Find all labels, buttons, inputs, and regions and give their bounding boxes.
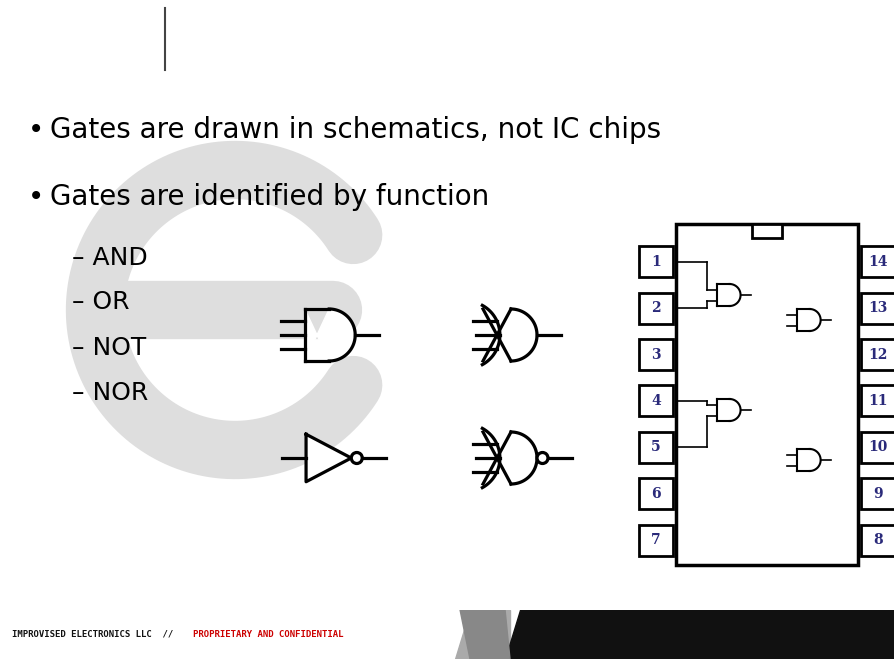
Polygon shape: [797, 309, 821, 331]
Text: PROPRIETARY AND CONFIDENTIAL: PROPRIETARY AND CONFIDENTIAL: [193, 630, 343, 639]
Text: 10: 10: [868, 440, 888, 454]
Text: 9: 9: [873, 486, 882, 501]
Text: •: •: [28, 116, 44, 144]
Text: improvised: improvised: [50, 26, 128, 38]
Text: Gates are drawn in schematics, not IC chips: Gates are drawn in schematics, not IC ch…: [50, 116, 662, 144]
Text: Ė: Ė: [18, 21, 37, 49]
Text: 1: 1: [651, 255, 661, 269]
Text: 4: 4: [651, 394, 661, 408]
Bar: [639, 339, 673, 370]
Text: 2: 2: [651, 301, 661, 316]
Bar: [861, 339, 894, 370]
Bar: [861, 246, 894, 277]
Bar: [861, 386, 894, 416]
Text: 11: 11: [868, 394, 888, 408]
Text: 14: 14: [868, 255, 888, 269]
Text: – OR: – OR: [72, 290, 130, 314]
Text: 13: 13: [868, 301, 888, 316]
Bar: [639, 525, 673, 556]
Text: •: •: [28, 183, 44, 211]
Text: LOGIC GATES: LOGIC GATES: [187, 22, 409, 55]
Polygon shape: [797, 449, 821, 471]
Text: – NOR: – NOR: [72, 381, 148, 405]
Polygon shape: [505, 610, 894, 659]
Bar: [639, 246, 673, 277]
Text: 3: 3: [651, 348, 661, 362]
Polygon shape: [717, 284, 740, 306]
Text: 6: 6: [651, 486, 661, 501]
Text: 12: 12: [868, 348, 888, 362]
Polygon shape: [717, 399, 740, 421]
Polygon shape: [455, 610, 510, 659]
Polygon shape: [305, 309, 355, 361]
Polygon shape: [306, 434, 351, 482]
Bar: [639, 478, 673, 509]
Bar: [639, 293, 673, 324]
Text: IMPROVISED ELECTRONICS LLC  //: IMPROVISED ELECTRONICS LLC //: [12, 630, 184, 639]
Circle shape: [538, 453, 547, 463]
Polygon shape: [460, 610, 510, 659]
Polygon shape: [483, 428, 537, 488]
Bar: [639, 386, 673, 416]
Text: ─────── ELECTRONICS: ─────── ELECTRONICS: [50, 40, 131, 46]
Bar: [861, 432, 894, 463]
Circle shape: [352, 453, 361, 463]
Text: Gates are identified by function: Gates are identified by function: [50, 183, 489, 211]
Bar: [752, 224, 782, 238]
Text: – NOT: – NOT: [72, 336, 147, 360]
Text: 7: 7: [651, 533, 661, 547]
Bar: [639, 432, 673, 463]
Text: 5: 5: [651, 440, 661, 454]
Text: – AND: – AND: [72, 246, 148, 270]
Bar: [861, 478, 894, 509]
Bar: [861, 293, 894, 324]
Polygon shape: [483, 305, 537, 364]
Text: 8: 8: [873, 533, 882, 547]
Bar: [676, 224, 858, 565]
Bar: [861, 525, 894, 556]
